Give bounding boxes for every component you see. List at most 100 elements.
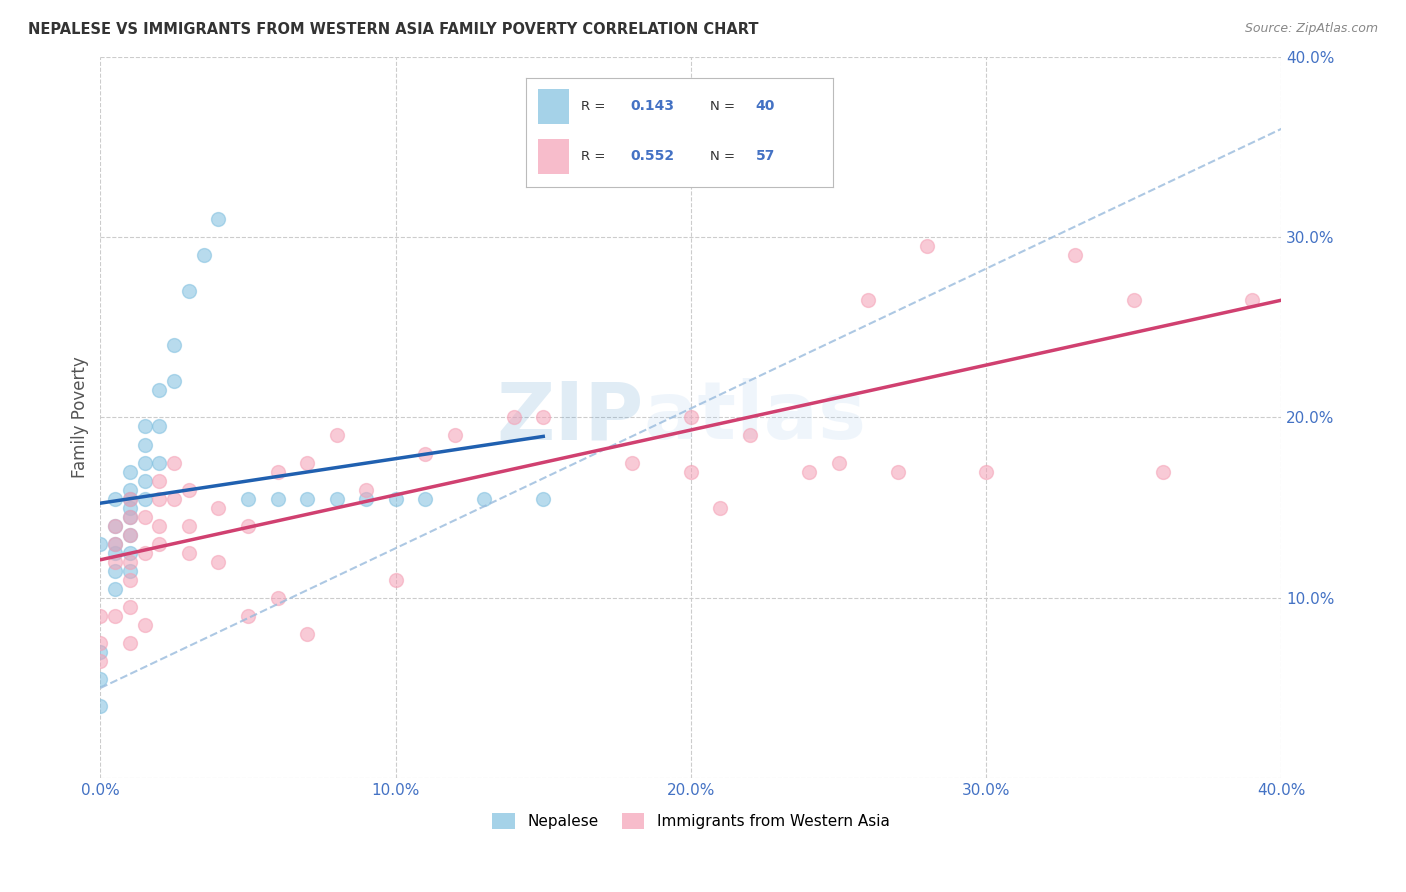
- Point: [118, 491, 141, 506]
- Point: [148, 419, 170, 434]
- Point: [104, 564, 127, 578]
- Point: [148, 537, 170, 551]
- Point: [118, 546, 141, 560]
- Point: [134, 474, 156, 488]
- Point: [827, 456, 849, 470]
- Point: [679, 410, 702, 425]
- Point: [163, 456, 186, 470]
- Point: [295, 491, 318, 506]
- Text: atlas: atlas: [644, 378, 866, 457]
- Point: [118, 491, 141, 506]
- Point: [148, 518, 170, 533]
- Point: [163, 491, 186, 506]
- Point: [797, 465, 820, 479]
- Point: [325, 491, 347, 506]
- Point: [104, 546, 127, 560]
- Point: [207, 500, 229, 515]
- Point: [384, 491, 406, 506]
- Point: [134, 618, 156, 632]
- Point: [236, 608, 259, 623]
- Point: [134, 509, 156, 524]
- Point: [177, 518, 200, 533]
- Point: [531, 410, 554, 425]
- Point: [134, 456, 156, 470]
- Point: [118, 573, 141, 587]
- Text: Source: ZipAtlas.com: Source: ZipAtlas.com: [1244, 22, 1378, 36]
- Point: [915, 239, 938, 253]
- Legend: Nepalese, Immigrants from Western Asia: Nepalese, Immigrants from Western Asia: [486, 807, 896, 836]
- Point: [413, 446, 436, 460]
- Point: [354, 491, 377, 506]
- Point: [104, 555, 127, 569]
- Point: [148, 456, 170, 470]
- Point: [118, 483, 141, 497]
- Point: [620, 456, 643, 470]
- Point: [177, 284, 200, 298]
- Point: [89, 645, 111, 659]
- Point: [89, 699, 111, 714]
- Point: [207, 555, 229, 569]
- Text: NEPALESE VS IMMIGRANTS FROM WESTERN ASIA FAMILY POVERTY CORRELATION CHART: NEPALESE VS IMMIGRANTS FROM WESTERN ASIA…: [28, 22, 759, 37]
- Point: [531, 491, 554, 506]
- Point: [236, 518, 259, 533]
- Point: [207, 212, 229, 227]
- Point: [118, 555, 141, 569]
- Point: [295, 456, 318, 470]
- Point: [148, 384, 170, 398]
- Point: [738, 428, 761, 442]
- Point: [89, 672, 111, 686]
- Point: [118, 500, 141, 515]
- Point: [118, 509, 141, 524]
- Point: [472, 491, 495, 506]
- Point: [89, 537, 111, 551]
- Point: [1063, 248, 1085, 262]
- Point: [354, 483, 377, 497]
- Point: [266, 591, 288, 605]
- Point: [118, 509, 141, 524]
- Point: [89, 608, 111, 623]
- Point: [89, 636, 111, 650]
- Point: [118, 527, 141, 541]
- Point: [886, 465, 908, 479]
- Point: [104, 537, 127, 551]
- Y-axis label: Family Poverty: Family Poverty: [72, 357, 89, 478]
- Point: [193, 248, 215, 262]
- Text: ZIP: ZIP: [496, 378, 644, 457]
- Point: [974, 465, 997, 479]
- Point: [1122, 293, 1144, 308]
- Point: [384, 573, 406, 587]
- Point: [177, 546, 200, 560]
- Point: [134, 546, 156, 560]
- Point: [118, 564, 141, 578]
- Point: [325, 428, 347, 442]
- Point: [531, 121, 554, 136]
- Point: [134, 491, 156, 506]
- Point: [1152, 465, 1174, 479]
- Point: [502, 410, 524, 425]
- Point: [177, 483, 200, 497]
- Point: [89, 654, 111, 668]
- Point: [856, 293, 879, 308]
- Point: [104, 608, 127, 623]
- Point: [118, 527, 141, 541]
- Point: [104, 537, 127, 551]
- Point: [709, 500, 731, 515]
- Point: [118, 599, 141, 614]
- Point: [266, 465, 288, 479]
- Point: [679, 465, 702, 479]
- Point: [148, 491, 170, 506]
- Point: [443, 428, 465, 442]
- Point: [163, 375, 186, 389]
- Point: [236, 491, 259, 506]
- Point: [148, 474, 170, 488]
- Point: [118, 636, 141, 650]
- Point: [118, 465, 141, 479]
- Point: [1240, 293, 1263, 308]
- Point: [104, 582, 127, 596]
- Point: [104, 491, 127, 506]
- Point: [134, 437, 156, 451]
- Point: [163, 338, 186, 352]
- Point: [266, 491, 288, 506]
- Point: [104, 518, 127, 533]
- Point: [104, 518, 127, 533]
